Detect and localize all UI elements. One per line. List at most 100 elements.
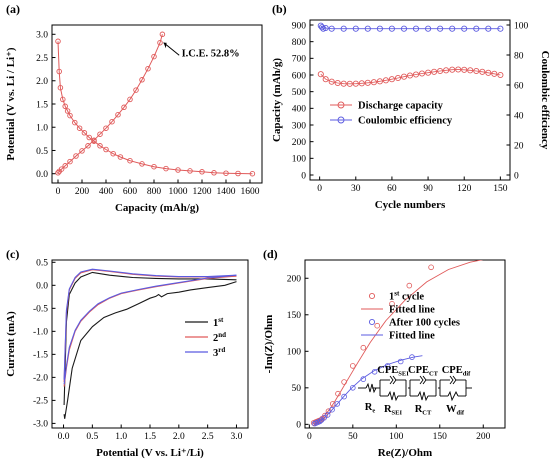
- panel-b-series-1-point: [364, 25, 371, 32]
- panel-a-xtick-label: 1600: [241, 187, 260, 197]
- panel-a-xtick-label: 600: [123, 187, 138, 197]
- panel-b-series-1-point: [412, 25, 420, 32]
- panel-a-charge-point: [55, 170, 61, 176]
- panel-b-ytick-label: 0: [301, 171, 306, 181]
- panel-a-charge-point: [121, 104, 127, 111]
- circuit-label-re: Re: [365, 402, 376, 415]
- panel-a-discharge-point: [199, 169, 205, 175]
- circuit-re-resistor: [365, 382, 377, 394]
- panel-a-charge-point: [157, 39, 163, 46]
- circuit-label-cpe-ct-sub: CT: [429, 371, 439, 378]
- circuit-label-w-dif-base: W: [446, 404, 457, 415]
- panel-a-discharge-point: [62, 103, 68, 110]
- panel-b-ytick-label: 100: [292, 155, 307, 165]
- panel-b-series-0-line: [320, 69, 501, 85]
- panel-b-series-0-point: [418, 70, 426, 77]
- panel-a-ytick-label: 2.5: [36, 54, 48, 64]
- panel-c-series-0-cathodic: [63, 281, 237, 419]
- circuit-label-cpe-ct-base: CPE: [408, 365, 429, 376]
- panel-c-ytick-label: -1.0: [33, 328, 48, 338]
- panel-b-series-1-point: [473, 25, 480, 32]
- panel-a-discharge-point: [55, 38, 61, 45]
- panel-b-legend-marker: [337, 116, 345, 124]
- circuit-label-cpe-dif-base: CPE: [442, 365, 463, 376]
- panel-a-discharge-point: [223, 170, 229, 176]
- circuit-cpe: [422, 375, 427, 385]
- panel-c-series-0-anodic: [63, 271, 237, 406]
- panel-a-discharge-point: [56, 68, 62, 75]
- circuit-label-r-ct-sub: CT: [422, 410, 432, 417]
- panel-a-discharge-point: [86, 134, 92, 141]
- panel-d-legend-text: After 100 cycles: [389, 318, 460, 329]
- panel-d-series-0-point: [406, 282, 413, 289]
- panel-b-series-0-point: [443, 67, 450, 74]
- panel-a-discharge-point: [175, 167, 181, 173]
- panel-d-legend-text: Fitted line: [389, 305, 435, 316]
- panel-c-frame: [51, 259, 249, 429]
- panel-b-xtick-label: 90: [423, 184, 433, 194]
- panel-d-xtick-label: 150: [433, 432, 448, 442]
- panel-b-series-0-point: [322, 76, 329, 83]
- panel-c-ytick-label: 0.5: [36, 259, 48, 269]
- panel-a-charge-point: [85, 143, 91, 149]
- panel-b-series-1-point: [320, 25, 327, 32]
- panel-a-discharge-point: [235, 170, 241, 177]
- panel-a-charge-point: [97, 131, 103, 137]
- panel-d-series-2-point: [349, 384, 356, 391]
- circuit-label-r-sei-sub: SEI: [392, 410, 403, 417]
- panel-d-ytick-label: 150: [287, 311, 302, 321]
- circuit-label-w-dif: Wdif: [446, 404, 465, 417]
- panel-b-series-0-point: [461, 66, 468, 73]
- panel-b-series-0-point: [491, 70, 498, 77]
- panel-b-series-0-point: [497, 71, 504, 79]
- panel-a-discharge-point: [103, 146, 109, 153]
- panel-c-series-2-anodic: [63, 268, 237, 380]
- panel-d-series-0-point: [349, 363, 356, 369]
- panel-b-ytick-label: 500: [292, 88, 307, 98]
- panel-a-discharge-point: [97, 143, 103, 149]
- panel-a-annotation: I.C.E. 52.8%: [182, 49, 240, 60]
- panel-c-xtick-label: 3.0: [231, 432, 243, 442]
- panel-d-ytick-label: 100: [287, 348, 302, 358]
- panel-b-series-0-point: [431, 68, 438, 75]
- panel-b-series-0-point: [382, 77, 389, 84]
- panel-d-ytick-label: 200: [287, 275, 302, 285]
- panel-b-xlabel: Cycle numbers: [375, 199, 446, 211]
- circuit-label-cpe-sei-base: CPE: [377, 365, 398, 376]
- panel-d-equivalent-circuit: [358, 375, 472, 402]
- panel-d-ylabel: -Im(Z)/Ohm: [263, 315, 275, 374]
- panel-d-label: (d): [263, 247, 278, 261]
- panel-b-series-0-point: [376, 78, 383, 85]
- circuit-label-r-ct-base: R: [415, 404, 423, 415]
- panel-a-charge-point: [73, 153, 79, 159]
- panel-a-ytick-label: 0.5: [36, 147, 48, 157]
- panel-c-legend-number: 3: [213, 348, 218, 359]
- panel-a-discharge-point: [211, 170, 217, 176]
- circuit-rsei-resistor: [387, 390, 399, 402]
- panel-d-series-3-fit-line: [314, 355, 423, 425]
- panel-b-frame: [309, 19, 511, 181]
- panel-b-series-1-point: [425, 25, 432, 32]
- panel-d-series-2-point: [334, 401, 341, 407]
- panel-a-discharge-point: [187, 168, 193, 174]
- panel-d-series-0-point: [374, 322, 381, 329]
- panel-c-ytick-label: -1.5: [33, 351, 48, 361]
- panel-b-label: (b): [272, 2, 287, 16]
- panel-a-xtick-label: 800: [147, 187, 162, 197]
- panel-b-series-0-point: [479, 68, 486, 75]
- circuit-label-re-sub: e: [372, 408, 375, 415]
- panel-b-series-1-point: [340, 25, 347, 32]
- panel-a-xtick-label: 1000: [169, 187, 188, 197]
- panel-b-xtick-label: 0: [317, 184, 322, 194]
- panel-a-charge-point: [133, 87, 139, 93]
- panel-b-series-0-point: [346, 80, 353, 87]
- panel-a-charge-point: [127, 96, 133, 103]
- panel-d-series-2-point: [316, 418, 323, 425]
- panel-c-legend-suffix: st: [218, 316, 224, 324]
- panel-a-discharge-point: [117, 154, 124, 160]
- panel-a-xlabel: Capacity (mAh/g): [115, 202, 199, 214]
- panel-a-discharge-point: [57, 84, 64, 91]
- panel-b-series-0-point: [400, 73, 408, 80]
- panel-b-series-0-point: [358, 80, 365, 87]
